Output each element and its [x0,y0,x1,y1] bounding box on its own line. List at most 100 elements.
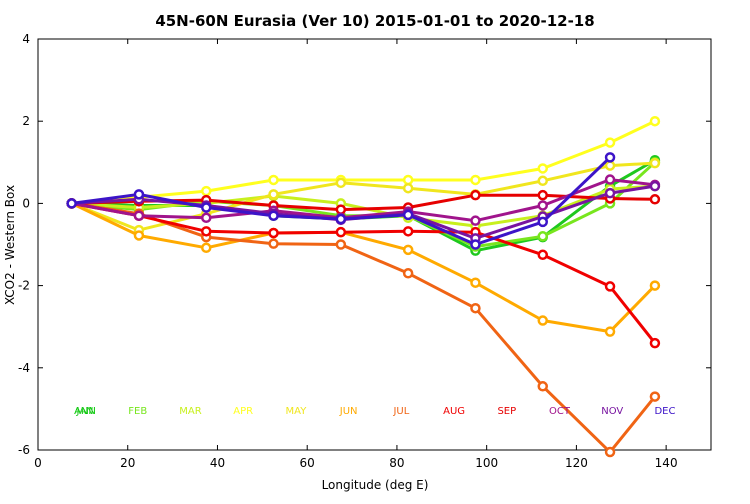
data-point [470,174,481,186]
data-point [133,210,145,221]
data-point [133,230,145,241]
data-point [537,216,548,228]
data-point [470,239,481,250]
month-label-apr: APR [233,406,253,417]
y-axis: -6 -4 -2 0 2 4 [18,32,711,457]
data-point [201,185,212,197]
month-label-jun: JUN [339,406,358,417]
month-label-jan: JAN [75,406,93,417]
data-point [268,189,279,200]
data-point [604,160,616,171]
series-line [71,119,656,205]
data-point [133,189,145,200]
data-point [402,268,414,279]
x-tick-label: 40 [210,456,225,470]
data-point [402,226,414,237]
data-point [537,189,548,201]
data-point [402,182,414,194]
month-label-aug: AUG [443,406,465,417]
data-point [201,212,212,224]
y-tick-label: 0 [22,196,30,210]
data-point [537,231,548,242]
data-point [470,215,481,226]
y-axis-label: XCO2 - Western Box [3,185,17,305]
y-tick-label: -6 [18,443,30,457]
data-point [402,209,414,221]
data-point [335,226,347,238]
x-tick-label: 60 [300,456,315,470]
month-label-sep: SEP [497,406,516,417]
data-point [335,213,347,225]
data-point [649,391,661,402]
data-point [649,157,661,169]
y-tick-label: 4 [22,32,30,46]
data-point [537,381,548,392]
data-point [268,210,279,221]
x-tick-label: 20 [120,456,135,470]
data-point [268,174,279,186]
series-layer [66,115,661,458]
data-point [470,277,481,288]
x-tick-label: 0 [34,456,42,470]
series-jul [66,198,661,458]
chart-title: 45N-60N Eurasia (Ver 10) 2015-01-01 to 2… [155,12,594,30]
data-point [649,280,661,291]
data-point [604,137,616,148]
data-point [268,238,279,249]
y-tick-label: 2 [22,114,30,128]
data-point [604,446,616,458]
data-point [470,302,481,314]
data-point [335,177,347,189]
data-point [537,175,548,187]
month-label-ann: ANN [74,406,96,417]
data-point [335,204,347,215]
x-axis: 0 20 40 60 80 100 120 140 [34,39,678,470]
data-point [604,152,616,163]
month-label-dec: DEC [654,406,675,417]
data-point [402,244,414,256]
series-line [71,201,657,454]
x-tick-label: 80 [389,456,404,470]
series-line [71,201,657,345]
data-point [649,194,661,205]
y-tick-label: -4 [18,361,30,375]
month-label-feb: FEB [128,406,147,417]
data-point [201,202,212,213]
x-axis-label: Longitude (deg E) [322,478,429,492]
series-line [71,161,655,232]
data-point [66,198,77,209]
x-tick-label: 100 [475,456,498,470]
data-point [604,281,616,292]
data-point [604,187,616,199]
data-point [201,226,212,237]
data-point [649,180,661,192]
data-point [604,326,616,337]
data-point [402,174,414,186]
data-point [201,242,212,254]
data-point [470,189,481,201]
month-label-may: MAY [286,406,308,417]
data-point [649,115,661,127]
data-point [335,239,347,250]
data-point [649,337,661,349]
data-point [537,315,548,326]
series-dec [66,152,616,250]
series-line [71,178,656,223]
series-line [71,202,656,334]
plot-frame [37,38,712,451]
data-point [537,200,548,211]
month-label-nov: NOV [601,406,623,417]
x-tick-label: 120 [565,456,588,470]
y-tick-label: -2 [18,279,30,293]
data-point [537,249,548,261]
series-line [71,184,655,228]
month-label-oct: OCT [549,406,571,417]
data-point [604,174,616,185]
data-point [537,163,548,174]
data-point [268,227,279,239]
x-tick-label: 140 [655,456,678,470]
month-label-jul: JUL [392,406,409,417]
